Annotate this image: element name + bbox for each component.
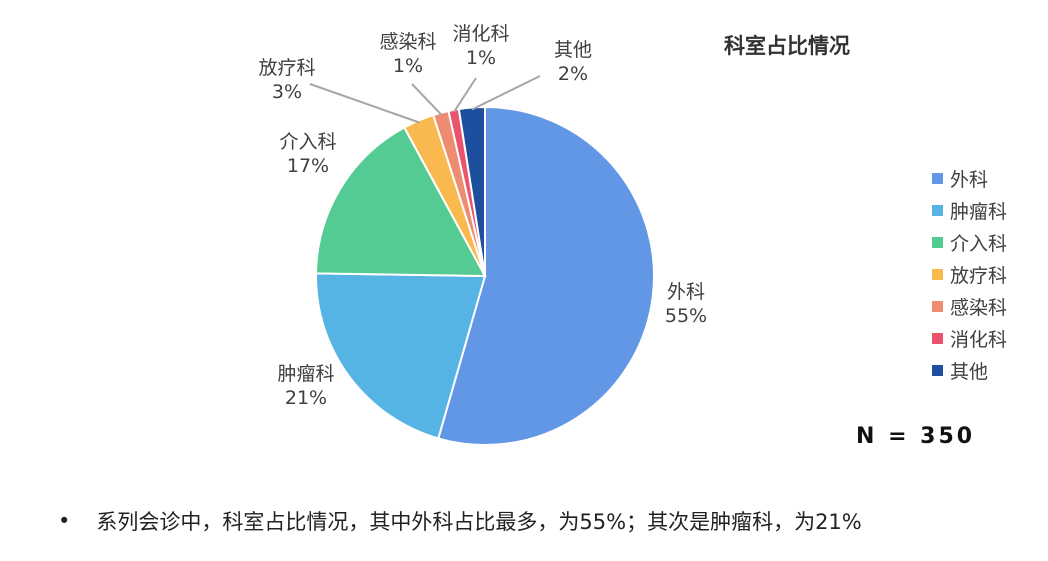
legend-swatch — [932, 172, 943, 184]
slice-name-label-1: 肿瘤科 — [277, 363, 334, 385]
legend-item-0: 外科 — [932, 162, 1007, 194]
slice-name-label-3: 放疗科 — [258, 57, 315, 79]
legend-item-4: 感染科 — [932, 290, 1007, 322]
slice-name-label-2: 介入科 — [279, 131, 336, 153]
slice-pct-label-4: 1% — [393, 55, 423, 77]
slice-name-label-5: 消化科 — [452, 23, 509, 45]
slice-name-label-4: 感染科 — [379, 31, 436, 53]
legend-swatch — [932, 300, 943, 312]
slice-name-label-0: 外科 — [667, 281, 705, 303]
legend-label: 外科 — [950, 168, 989, 191]
bullet-symbol: • — [58, 509, 71, 533]
pie-slice-1 — [315, 272, 487, 440]
legend-swatch — [932, 332, 943, 344]
legend-item-2: 介入科 — [932, 226, 1007, 258]
slice-pct-label-0: 55% — [665, 305, 707, 327]
legend-item-6: 其他 — [932, 354, 1007, 386]
legend-label: 消化科 — [950, 328, 1008, 351]
legend-item-5: 消化科 — [932, 322, 1007, 354]
slice-pct-label-5: 1% — [466, 47, 496, 69]
pie-slice-6 — [457, 105, 486, 277]
legend-swatch — [932, 268, 943, 280]
pie-slice-0 — [437, 105, 655, 446]
slice-name-label-6: 其他 — [554, 39, 592, 61]
legend-label: 其他 — [950, 360, 989, 383]
slice-pct-label-2: 17% — [287, 155, 329, 177]
leader-line-4 — [411, 83, 443, 116]
sample-size-label: N = 350 — [856, 424, 976, 449]
legend-item-3: 放疗科 — [932, 258, 1007, 290]
leader-line-6 — [471, 75, 541, 111]
pie-slice-2 — [315, 126, 487, 278]
chart-title: 科室占比情况 — [724, 34, 850, 58]
slice-pct-label-3: 3% — [272, 81, 302, 103]
legend-item-1: 肿瘤科 — [932, 194, 1007, 226]
pie-slices — [315, 105, 655, 446]
summary-text: 系列会诊中，科室占比情况，其中外科占比最多，为55%；其次是肿瘤科，为21% — [96, 510, 862, 534]
leader-lines — [309, 75, 541, 124]
legend-swatch — [932, 236, 943, 248]
slice-pct-label-1: 21% — [285, 387, 327, 409]
leader-line-3 — [309, 83, 420, 124]
legend-swatch — [932, 204, 943, 216]
slice-pct-label-6: 2% — [558, 63, 588, 85]
legend-label: 肿瘤科 — [950, 200, 1008, 223]
legend-label: 放疗科 — [950, 264, 1008, 287]
legend-label: 介入科 — [950, 232, 1008, 255]
legend-swatch — [932, 364, 943, 376]
legend-label: 感染科 — [950, 296, 1008, 319]
summary-bullet: • 系列会诊中，科室占比情况，其中外科占比最多，为55%；其次是肿瘤科，为21% — [58, 506, 862, 536]
chart-legend: 外科肿瘤科介入科放疗科感染科消化科其他 — [932, 162, 1007, 386]
leader-line-5 — [453, 77, 477, 113]
